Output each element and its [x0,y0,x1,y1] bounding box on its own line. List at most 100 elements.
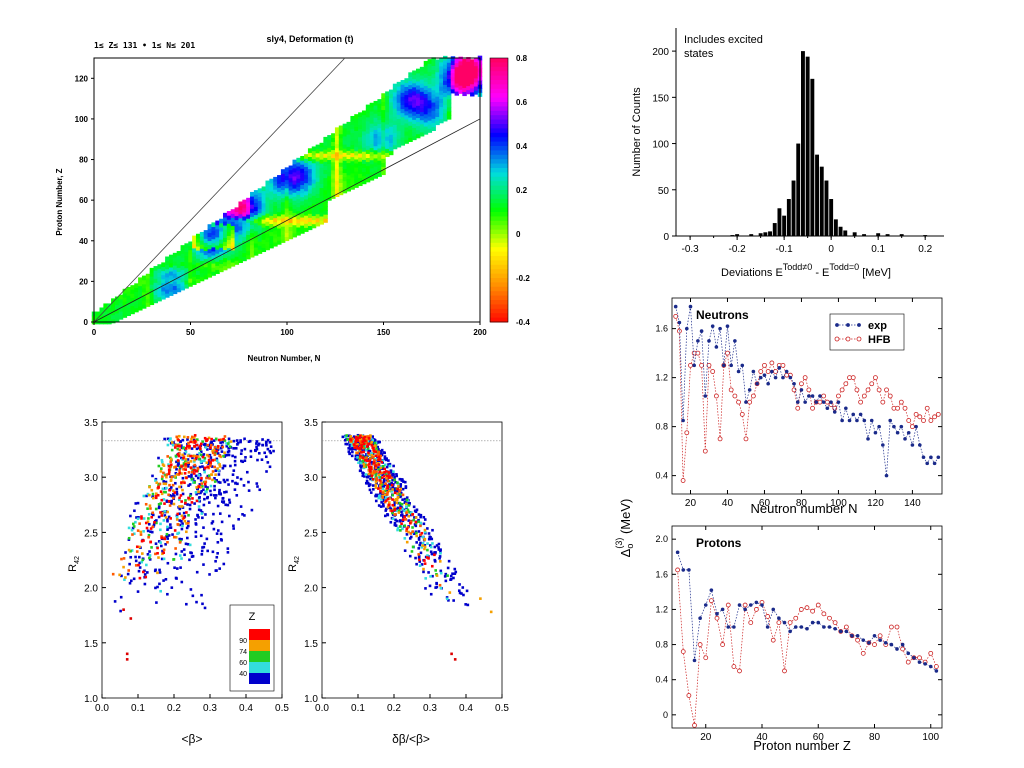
heatmap-cell [188,257,193,263]
scatter-point [439,569,443,573]
heatmap-cell [157,284,162,290]
heatmap-cell [385,152,390,157]
scatter-point [214,494,218,497]
scatter-point [409,535,413,539]
scatter-point [201,546,204,549]
scatter-point [368,449,372,453]
scatter-point [195,570,199,574]
heatmap-cell [269,239,274,245]
scatter-point [400,478,403,481]
heatmap-cell [111,310,116,316]
scatter-point [403,537,407,540]
scatter-point [178,523,182,527]
heatmap-cell [334,127,340,133]
scatter-point [359,454,362,458]
scatter-point [393,498,396,502]
heatmap-cell [161,266,166,272]
heatmap-cell [342,131,348,137]
scatter-point [214,496,217,500]
heatmap-cell [419,123,425,129]
scatter-point [354,440,358,444]
histogram-ylabel: Number of Counts [631,87,643,177]
heatmap-cell [439,57,444,63]
scatter-point [479,597,482,600]
heatmap-cell [230,217,236,222]
heatmap-cell [388,122,394,127]
colorbar-tick-label: 0.6 [516,98,528,107]
scatter-point [390,481,393,485]
scatter-point [198,465,202,469]
scatter-point [379,486,382,490]
heatmap-cell [473,69,479,75]
scatter-point [426,548,429,552]
colorbar-segment [490,137,508,143]
heatmap-cell [311,207,317,213]
exp-point [732,625,736,629]
heatmap-cell [188,249,193,255]
hfb-point [913,411,919,417]
heatmap-cell [443,63,448,69]
heatmap-cell [250,208,255,213]
exp-point [912,655,916,660]
heatmap-cell [385,140,390,145]
heatmap-cell [257,232,263,238]
scatter-point [146,520,150,523]
scatter-point [365,437,369,441]
scatter-point [170,586,174,589]
heatmap-cell [288,169,294,175]
scatter-point [263,451,266,455]
exp-point [844,629,849,634]
scatter-point [371,456,375,459]
colorbar-segment [490,247,508,253]
scatter-point [417,538,421,541]
scatter-point [392,464,395,468]
colorbar-segment [490,269,508,275]
heatmap-cell [311,146,317,152]
scatter-point [359,434,362,438]
scatter-point [419,551,423,555]
scatter-point [382,480,386,484]
hfb-point [702,448,708,454]
scatter-point [229,464,232,468]
heatmap-cell [458,89,463,94]
heatmap-cell [122,296,128,302]
heatmap-cell [284,207,290,213]
heatmap-cell [199,236,205,241]
heatmap-cell [230,257,236,263]
heatmap-cell [419,83,425,88]
heatmap-cell [300,200,305,206]
heatmap-cell [473,77,479,83]
scatter-point [201,602,204,606]
heatmap-cell [165,289,170,294]
heatmap-cell [388,97,394,103]
heatmap-cell [265,233,270,239]
heatmap-cell [161,278,166,284]
heatmap-cell [470,67,475,73]
legend-swatch [249,662,270,673]
heatmap-cell [145,273,151,279]
scatter-point [173,446,177,449]
scatter-point [211,550,215,554]
heatmap-cell [265,213,270,218]
scatter-point [400,502,404,506]
scatter-point [174,443,178,447]
scatter-point [174,547,177,550]
scatter-point [169,457,173,461]
heatmap-cell [412,111,417,116]
scatter-point [196,487,199,491]
exp-point [867,641,871,645]
scatter-point [129,514,132,518]
heatmap-cell [284,175,290,181]
scatter-point [256,485,259,488]
scatter-point [183,519,187,523]
scatter-point [358,436,362,439]
scatter-point [193,454,196,458]
scatter-point [387,485,391,488]
heatmap-cell [354,142,359,148]
scatter-point [215,449,218,453]
scatter-point [159,528,162,532]
scatter-point [375,476,378,480]
heatmap-cell [195,258,201,263]
histogram-bar [838,226,843,236]
